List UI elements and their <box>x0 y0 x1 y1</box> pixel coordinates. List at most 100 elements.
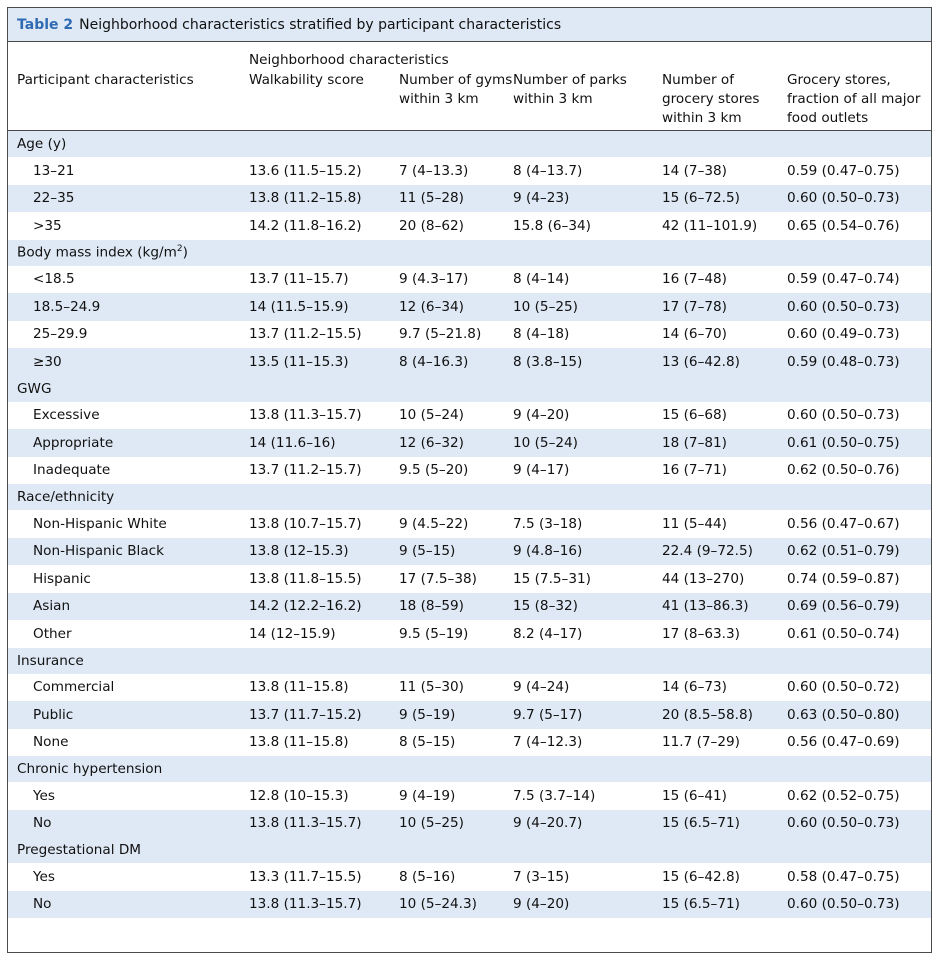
table-cell: 8 (4–14) <box>513 271 570 288</box>
table-cell: 15 (7.5–31) <box>513 570 591 587</box>
table-cell: 15 (6.5–71) <box>662 809 787 837</box>
group-row: Chronic hypertension <box>8 756 931 782</box>
group-label: Chronic hypertension <box>8 756 931 782</box>
table-cell: 44 (13–270) <box>662 570 745 587</box>
row-label: ≥30 <box>8 348 249 376</box>
table-cell: 14.2 (11.8–16.2) <box>249 217 362 234</box>
col-header-participant: Participant characteristics <box>17 72 194 88</box>
table-row: None 13.8 (11–15.8) 8 (5–15) 7 (4–12.3) 11.7… <box>8 729 931 757</box>
row-label: Inadequate <box>33 462 111 479</box>
table-cell: 15 (6–68) <box>662 407 727 424</box>
row-label: Excessive <box>33 407 100 424</box>
row-label: Yes <box>33 787 55 804</box>
table-cell: 41 (13–86.3) <box>662 592 787 620</box>
table-cell: 20 (8–62) <box>399 217 464 234</box>
table-cell: 7 (3–15) <box>513 868 570 885</box>
table-cell: 0.62 (0.50–0.76) <box>787 462 900 479</box>
table-cell: 0.69 (0.56–0.79) <box>787 592 931 620</box>
col-header-grocery-fraction: Grocery stores, fraction of all major fo… <box>787 72 921 126</box>
table-row: No 13.8 (11.3–15.7) 10 (5–25) 9 (4–20.7) 15 … <box>8 809 931 837</box>
table-row: Commercial 13.8 (11–15.8) 11 (5–30) 9 (4–24… <box>8 674 931 702</box>
table-cell: 0.59 (0.47–0.75) <box>787 162 900 179</box>
table-cell: 13.8 (12–15.3) <box>249 537 399 565</box>
row-label: Appropriate <box>8 429 249 457</box>
table-cell: 8 (4–13.7) <box>513 162 583 179</box>
table-row: Excessive 13.8 (11.3–15.7) 10 (5–24) 9 (4–2… <box>8 402 931 430</box>
table-cell: 11 (5–44) <box>662 515 727 532</box>
table-cell: 13.7 (11–15.7) <box>249 271 349 288</box>
table-cell: 9 (4.3–17) <box>399 271 469 288</box>
table-cell: 10 (5–24.3) <box>399 890 513 918</box>
table-row: Non-Hispanic White 13.8 (10.7–15.7) 9 (4.5… <box>8 510 931 538</box>
table-cell: 11 (5–30) <box>399 679 464 696</box>
table-cell: 8 (3.8–15) <box>513 348 662 376</box>
table-cell: 12 (6–32) <box>399 429 513 457</box>
group-label: GWG <box>8 375 931 402</box>
col-header-walkability: Walkability score <box>249 72 364 88</box>
row-label: <18.5 <box>33 271 75 288</box>
table-cell: 13.8 (11.3–15.7) <box>249 809 399 837</box>
table-cell: 9.7 (5–21.8) <box>399 326 482 343</box>
table-cell: 10 (5–25) <box>399 809 513 837</box>
row-label: No <box>8 809 249 837</box>
group-label: Age (y) <box>8 130 931 157</box>
table-cell: 10 (5–24) <box>399 407 464 424</box>
table-cell: 13 (6–42.8) <box>662 348 787 376</box>
table-frame: Table 2 Neighborhood characteristics str… <box>7 7 932 953</box>
table-cell: 0.56 (0.47–0.67) <box>787 515 900 532</box>
col-header-parks: Number of parks within 3 km <box>513 72 627 107</box>
table-cell: 0.60 (0.50–0.73) <box>787 407 900 424</box>
table-cell: 14 (6–73) <box>662 679 727 696</box>
table-cell: 10 (5–24) <box>513 429 662 457</box>
table-cell: 13.8 (11.8–15.5) <box>249 570 362 587</box>
group-row: Insurance <box>8 647 931 674</box>
table-cell: 9 (5–15) <box>399 537 513 565</box>
group-row: Body mass index (kg/m2) <box>8 239 931 266</box>
table-row: Other 14 (12–15.9) 9.5 (5–19) 8.2 (4–17) 17 … <box>8 620 931 648</box>
table-cell: 8.2 (4–17) <box>513 625 583 642</box>
table-cell: 42 (11–101.9) <box>662 217 758 234</box>
table-row: 22–35 13.8 (11.2–15.8) 11 (5–28) 9 (4–23) 15… <box>8 184 931 212</box>
table-row: 13–21 13.6 (11.5–15.2) 7 (4–13.3) 8 (4–13.7… <box>8 157 931 185</box>
table-cell: 8 (5–15) <box>399 734 456 751</box>
header-row-super: Neighborhood characteristics <box>8 42 931 68</box>
table-cell: 17 (7–78) <box>662 293 787 321</box>
table-cell: 0.60 (0.50–0.73) <box>787 890 931 918</box>
table-cell: 0.60 (0.50–0.72) <box>787 679 900 696</box>
row-label: Yes <box>33 868 55 885</box>
table-row: ≥30 13.5 (11–15.3) 8 (4–16.3) 8 (3.8–15) 13 … <box>8 348 931 376</box>
table-row: Yes 13.3 (11.7–15.5) 8 (5–16) 7 (3–15) 15 (6… <box>8 863 931 891</box>
table-number: Table 2 <box>17 16 74 33</box>
table-cell: 0.56 (0.47–0.69) <box>787 734 900 751</box>
table-cell: 13.8 (11–15.8) <box>249 734 349 751</box>
table-cell: 8 (5–16) <box>399 868 456 885</box>
table-cell: 15 (8–32) <box>513 592 662 620</box>
table-cell: 13.5 (11–15.3) <box>249 348 399 376</box>
table-cell: 9 (4–20.7) <box>513 809 662 837</box>
table-cell: 0.60 (0.49–0.73) <box>787 326 900 343</box>
group-label: Pregestational DM <box>8 837 931 863</box>
table-cell: 9 (4–19) <box>399 787 456 804</box>
table-cell: 13.8 (10.7–15.7) <box>249 515 362 532</box>
table-row: No 13.8 (11.3–15.7) 10 (5–24.3) 9 (4–20) 15 … <box>8 890 931 918</box>
table-cell: 7 (4–13.3) <box>399 162 469 179</box>
table-row: Hispanic 13.8 (11.8–15.5) 17 (7.5–38) 15 (7… <box>8 565 931 593</box>
table-cell: 18 (8–59) <box>399 592 513 620</box>
row-label: Asian <box>8 592 249 620</box>
table-cell: 15 (6–42.8) <box>662 868 740 885</box>
group-row: Age (y) <box>8 130 931 157</box>
row-label: No <box>8 890 249 918</box>
row-label: 25–29.9 <box>33 326 88 343</box>
table-cell: 10 (5–25) <box>513 293 662 321</box>
table-cell: 9 (4–24) <box>513 679 570 696</box>
row-label: Hispanic <box>33 570 91 587</box>
table-cell: 9 (4–23) <box>513 184 662 212</box>
table-cell: 20 (8.5–58.8) <box>662 701 787 729</box>
row-label: 13–21 <box>33 162 75 179</box>
table-cell: 9.5 (5–20) <box>399 462 469 479</box>
table-row: Asian 14.2 (12.2–16.2) 18 (8–59) 15 (8–32) 4… <box>8 592 931 620</box>
table-cell: 13.7 (11.7–15.2) <box>249 701 399 729</box>
table-row: <18.5 13.7 (11–15.7) 9 (4.3–17) 8 (4–14) 16 … <box>8 266 931 294</box>
row-label: Commercial <box>33 679 115 696</box>
table-cell: 16 (7–48) <box>662 271 727 288</box>
